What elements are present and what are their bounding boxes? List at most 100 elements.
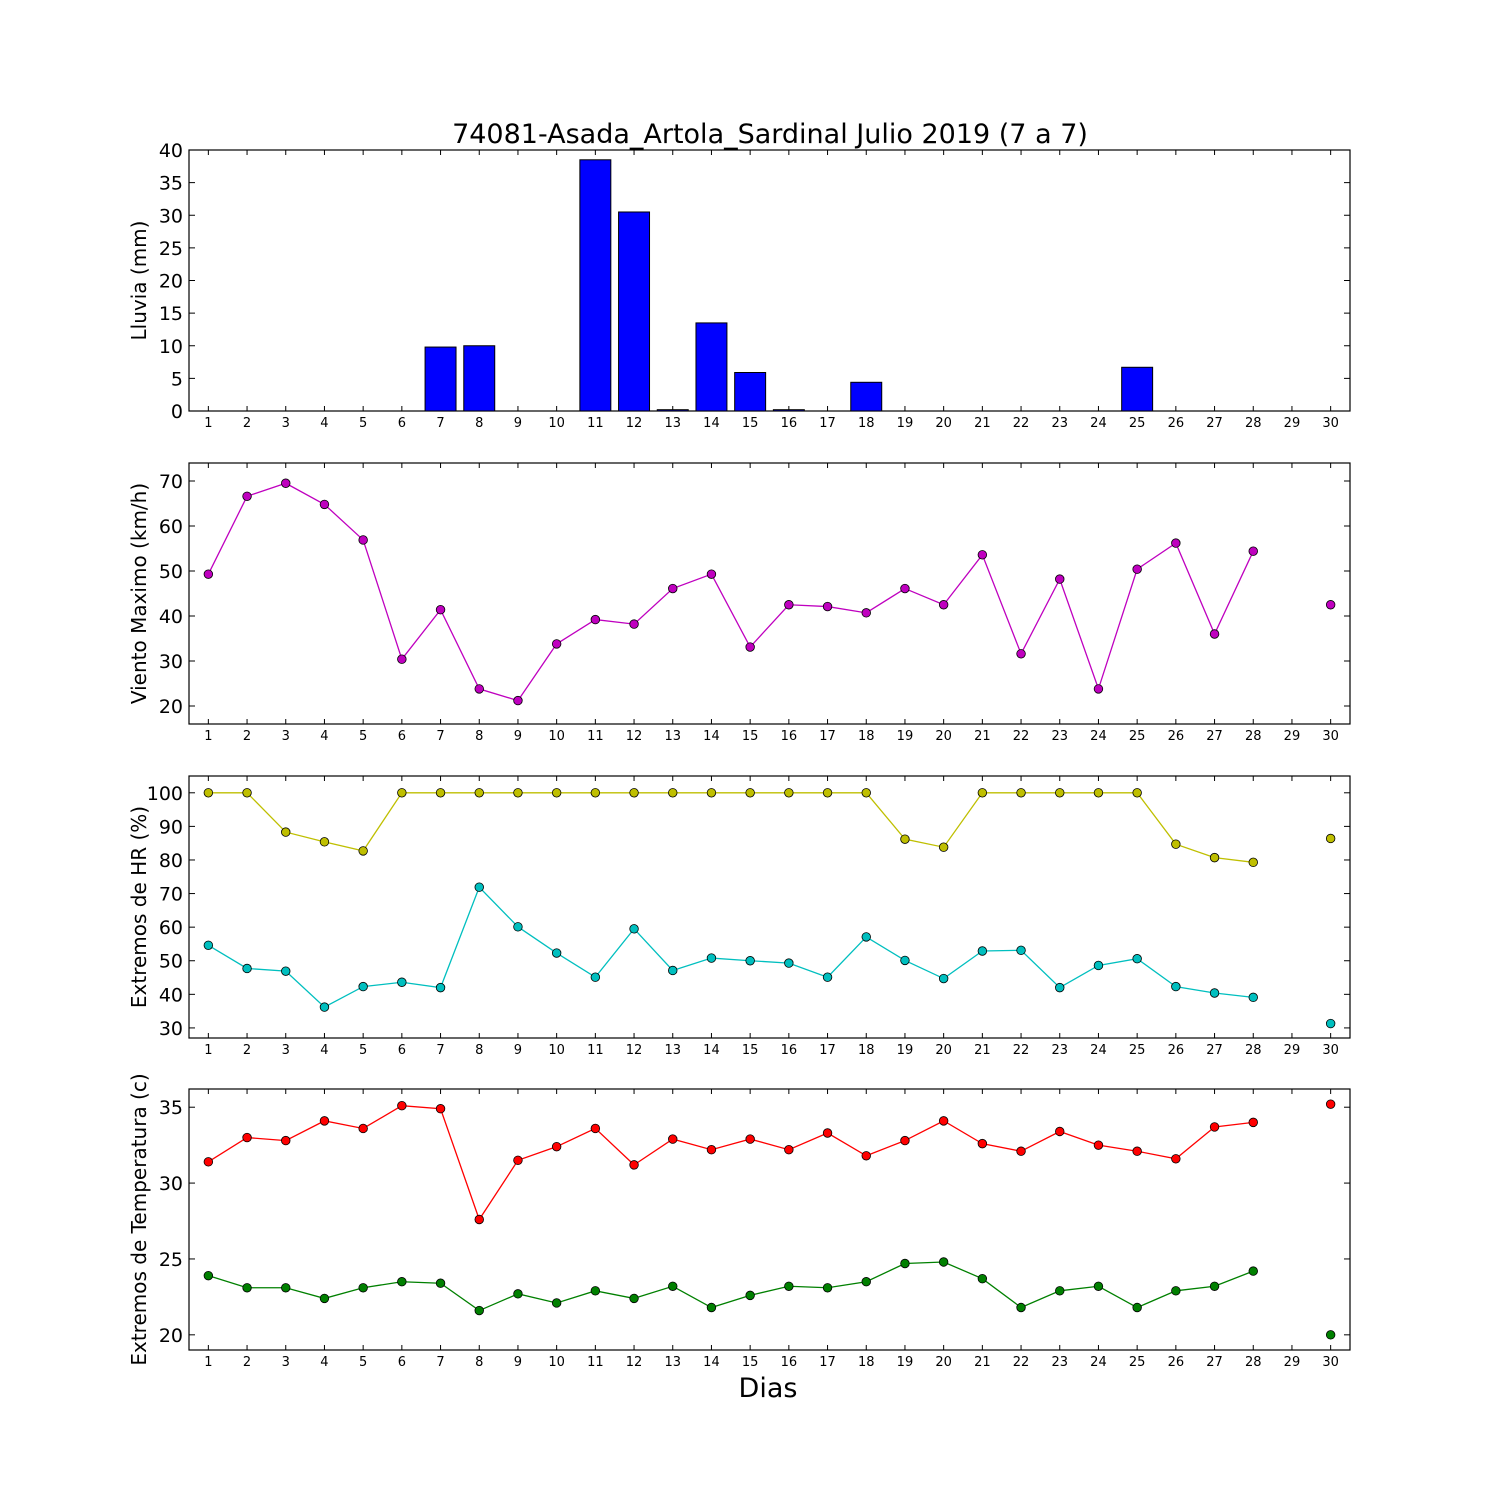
data-point — [1093, 684, 1104, 694]
x-tick-label: 25 — [1129, 729, 1146, 744]
y-tick-label: 60 — [159, 917, 183, 939]
data-point — [900, 834, 910, 844]
x-tick-label: 12 — [626, 1043, 643, 1058]
data-point — [513, 1289, 523, 1299]
x-tick-label: 24 — [1090, 729, 1107, 744]
x-tick-label: 7 — [436, 1043, 444, 1058]
data-point — [1171, 538, 1181, 548]
x-tick-label: 4 — [320, 1355, 328, 1370]
data-point — [977, 550, 988, 560]
data-point — [822, 788, 833, 798]
series-line-2 — [208, 1261, 1254, 1312]
x-tick-label: 9 — [514, 1355, 522, 1370]
x-tick-label: 7 — [436, 729, 444, 744]
x-tick-label: 1 — [204, 416, 212, 431]
data-point — [1055, 982, 1065, 993]
rain-bar — [772, 409, 805, 412]
x-tick-label: 12 — [626, 416, 643, 431]
y-tick-label: 100 — [147, 783, 183, 805]
y-tick-label: 90 — [159, 816, 183, 838]
data-point — [938, 973, 949, 984]
data-point — [1248, 857, 1258, 868]
x-tick-label: 21 — [974, 729, 991, 744]
data-point — [397, 1100, 407, 1111]
x-tick-label: 29 — [1284, 1355, 1301, 1370]
data-point — [590, 972, 601, 982]
x-tick-label: 4 — [320, 729, 328, 744]
x-tick-label: 6 — [398, 729, 406, 744]
x-tick-label: 20 — [935, 416, 952, 431]
data-point — [1325, 1099, 1336, 1109]
data-point — [706, 1144, 717, 1155]
data-point — [281, 827, 291, 837]
data-point — [1093, 1140, 1104, 1150]
x-tick-label: 8 — [475, 1043, 483, 1058]
x-tick-label: 26 — [1168, 1355, 1185, 1370]
x-tick-label: 7 — [436, 1355, 444, 1370]
x-tick-label: 10 — [548, 416, 565, 431]
x-tick-label: 15 — [742, 1043, 759, 1058]
data-point — [900, 583, 910, 594]
data-point — [900, 955, 910, 966]
data-point — [1209, 1122, 1220, 1132]
data-point — [822, 1283, 833, 1293]
data-point — [668, 1281, 678, 1291]
data-point — [281, 966, 291, 976]
data-point — [513, 922, 523, 932]
data-point — [1055, 1126, 1065, 1137]
x-tick-label: 4 — [320, 416, 328, 431]
data-point — [745, 642, 755, 652]
data-point — [1132, 788, 1142, 798]
x-tick-label: 11 — [587, 1355, 604, 1370]
x-tick-label: 24 — [1090, 1043, 1107, 1058]
data-point — [1093, 1281, 1104, 1291]
x-tick-label: 16 — [781, 729, 798, 744]
x-tick-label: 13 — [664, 1043, 681, 1058]
x-tick-label: 16 — [781, 1043, 798, 1058]
x-tick-label: 9 — [514, 416, 522, 431]
data-point — [242, 963, 252, 974]
data-point — [1209, 1281, 1220, 1291]
x-tick-label: 28 — [1245, 729, 1262, 744]
x-tick-label: 30 — [1322, 729, 1339, 744]
x-tick-label: 16 — [781, 1355, 798, 1370]
data-point — [861, 1277, 871, 1287]
data-point — [435, 1278, 446, 1288]
x-tick-label: 25 — [1129, 1355, 1146, 1370]
x-tick-label: 11 — [587, 1043, 604, 1058]
x-tick-label: 25 — [1129, 1043, 1146, 1058]
x-tick-label: 13 — [664, 416, 681, 431]
data-point — [203, 940, 214, 950]
x-tick-label: 27 — [1206, 1043, 1223, 1058]
data-point — [358, 535, 368, 545]
data-point — [1016, 1302, 1026, 1313]
x-tick-label: 11 — [587, 729, 604, 744]
data-point — [1325, 1018, 1336, 1029]
data-point — [358, 981, 368, 992]
x-tick-label: 15 — [742, 1355, 759, 1370]
data-point — [1171, 981, 1181, 992]
rain-bar — [1121, 366, 1154, 412]
data-point — [1093, 960, 1104, 971]
x-tick-label: 9 — [514, 729, 522, 744]
data-point — [861, 932, 871, 942]
x-tick-label: 24 — [1090, 416, 1107, 431]
data-point — [590, 1123, 601, 1134]
chart-panel-1: 1 2 3 4 5 6 7 8 9 10 11 12 13 14 15 16 17 18 19 20 21 22 23 24 2… — [127, 140, 1351, 431]
y-tick-label: 30 — [159, 651, 183, 673]
y-tick-label: 10 — [159, 336, 183, 358]
x-tick-label: 20 — [935, 1355, 952, 1370]
data-point — [1171, 1154, 1181, 1164]
data-point — [745, 1134, 755, 1144]
data-point — [668, 583, 678, 594]
data-point — [784, 1281, 794, 1291]
data-point — [281, 1283, 291, 1293]
x-tick-label: 28 — [1245, 416, 1262, 431]
data-point — [938, 1116, 949, 1126]
x-tick-label: 17 — [819, 1043, 836, 1058]
rain-bar — [734, 372, 767, 412]
x-tick-label: 2 — [243, 416, 251, 431]
data-point — [629, 788, 639, 798]
x-tick-label: 18 — [858, 416, 875, 431]
data-point — [900, 1258, 910, 1269]
